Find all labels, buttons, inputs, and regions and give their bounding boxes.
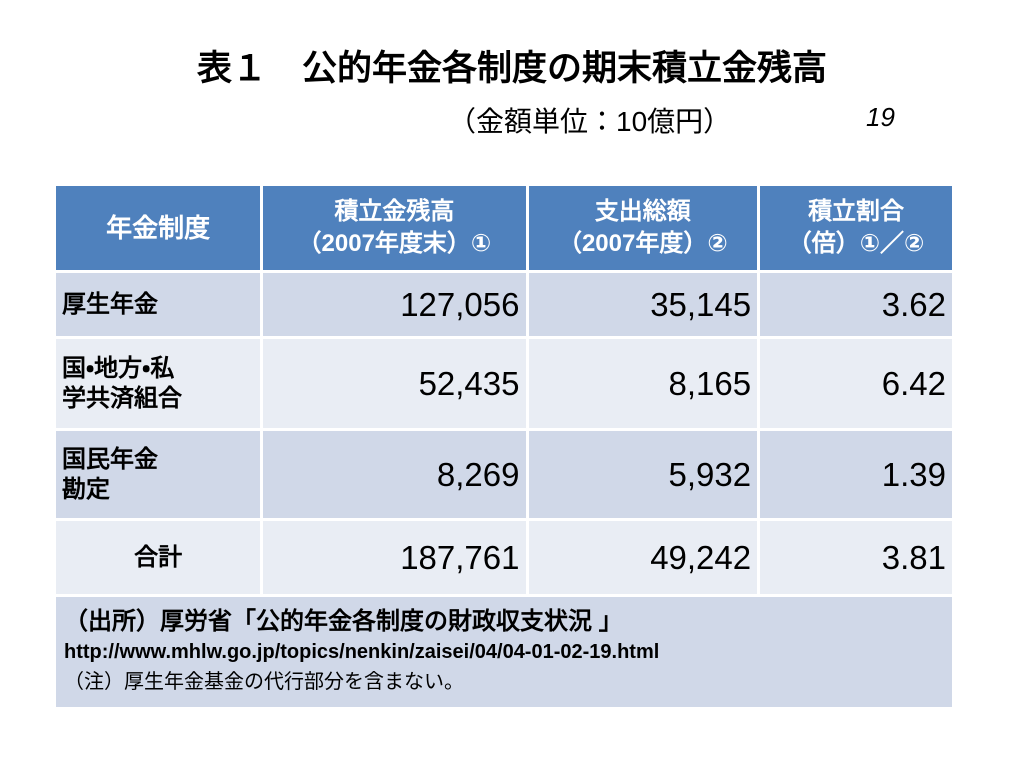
header-line: （2007年度末）① <box>297 230 492 257</box>
column-header: 積立割合 （倍）①／② <box>757 183 955 273</box>
header-line: 支出総額 <box>594 198 691 225</box>
note-line: （出所）厚労省「公的年金各制度の財政収支状況 」 <box>64 608 623 635</box>
header-line: 積立割合 <box>808 198 905 225</box>
row-label: 合計 <box>52 518 264 597</box>
table-row: 厚生年金 127,056 35,145 3.62 <box>52 270 955 339</box>
table: 年金制度 積立金残高 （2007年度末）① 支出総額 （2007年度）② 積立割合 （倍）①… <box>52 183 955 710</box>
page-number: 19 <box>866 102 895 132</box>
table-row: 国民年金 勘定 8,269 5,932 1.39 <box>52 428 955 521</box>
cell-value: 35,145 <box>525 270 761 339</box>
note-line: （注）厚生年金基金の代行部分を含まない。 <box>64 671 464 693</box>
column-header: 積立金残高 （2007年度末）① <box>260 183 529 273</box>
notes-row: （出所）厚労省「公的年金各制度の財政収支状況 」 http://www.mhlw.… <box>53 594 955 710</box>
label-line: 合計 <box>134 543 183 571</box>
header-line: （2007年度）② <box>557 230 728 257</box>
cell-value: 3.62 <box>757 270 955 339</box>
cell-value: 127,056 <box>260 270 529 339</box>
table-row: 国・地方・私 学共済組合 52,435 8,165 6.42 <box>52 336 955 431</box>
cell-value: 8,269 <box>260 428 529 521</box>
label-line: 国民年金 <box>62 445 158 473</box>
header-line: 年金制度 <box>106 213 211 243</box>
note-line: http://www.mhlw.go.jp/topics/nenkin/zais… <box>64 641 660 663</box>
header-row: 年金制度 積立金残高 （2007年度末）① 支出総額 （2007年度）② 積立割合 （倍）①… <box>52 183 955 273</box>
column-header: 年金制度 <box>52 183 264 273</box>
cell-value: 5,932 <box>525 428 761 521</box>
cell-value: 1.39 <box>757 428 955 521</box>
title: 表１ 公的年金各制度の期末積立金残高 <box>196 49 827 88</box>
cell-value: 49,242 <box>525 518 761 597</box>
row-label: 国・地方・私 学共済組合 <box>52 336 264 431</box>
cell-value: 52,435 <box>260 336 529 431</box>
header-line: （倍）①／② <box>787 230 925 257</box>
cell-value: 6.42 <box>757 336 955 431</box>
row-label: 国民年金 勘定 <box>52 428 264 521</box>
label-line: 勘定 <box>62 475 110 503</box>
table-row: 合計 187,761 49,242 3.81 <box>52 518 955 597</box>
unit-label: （金額単位：10億円） <box>448 106 732 137</box>
cell-value: 187,761 <box>260 518 529 597</box>
cell-value: 8,165 <box>525 336 761 431</box>
row-label: 厚生年金 <box>52 270 264 339</box>
header-line: 積立金残高 <box>334 198 455 225</box>
column-header: 支出総額 （2007年度）② <box>525 183 761 273</box>
label-line: 国・地方・私 <box>62 354 175 382</box>
cell-value: 3.81 <box>757 518 955 597</box>
label-line: 厚生年金 <box>62 290 158 318</box>
notes: （出所）厚労省「公的年金各制度の財政収支状況 」 http://www.mhlw.… <box>53 594 955 710</box>
label-line: 学共済組合 <box>62 384 182 412</box>
